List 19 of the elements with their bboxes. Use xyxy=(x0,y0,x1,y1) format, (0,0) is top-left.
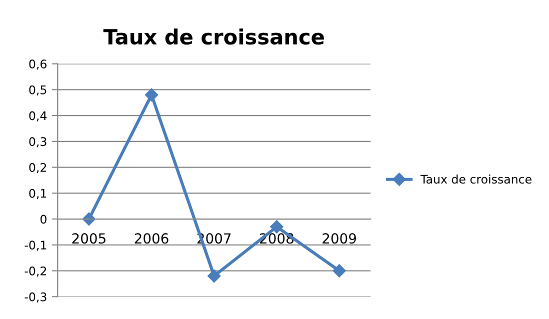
y-tick-label: 0,2 xyxy=(29,163,46,174)
y-tick-label: -0,1 xyxy=(24,240,46,251)
x-tick-label: 2006 xyxy=(134,233,168,244)
y-tick-label: 0,1 xyxy=(29,188,46,200)
y-tick-label: 0,6 xyxy=(29,60,46,70)
y-tick-label: 0,3 xyxy=(29,137,46,148)
y-tick-label: -0,2 xyxy=(24,266,46,277)
point xyxy=(144,88,158,102)
y-tick-label: 0,4 xyxy=(29,111,47,122)
y-tick-label: 0,5 xyxy=(29,85,46,96)
point xyxy=(208,269,221,283)
x-tick-label: 2005 xyxy=(72,233,106,244)
point xyxy=(332,264,346,278)
x-tick-label: 2009 xyxy=(322,233,356,244)
y-tick-label: 0 xyxy=(40,214,46,224)
chart-title: Taux de croissance xyxy=(103,28,324,45)
y-tick-label: -0,3 xyxy=(24,292,46,303)
legend-label: Taux de croissance xyxy=(420,174,532,184)
point xyxy=(270,220,284,234)
